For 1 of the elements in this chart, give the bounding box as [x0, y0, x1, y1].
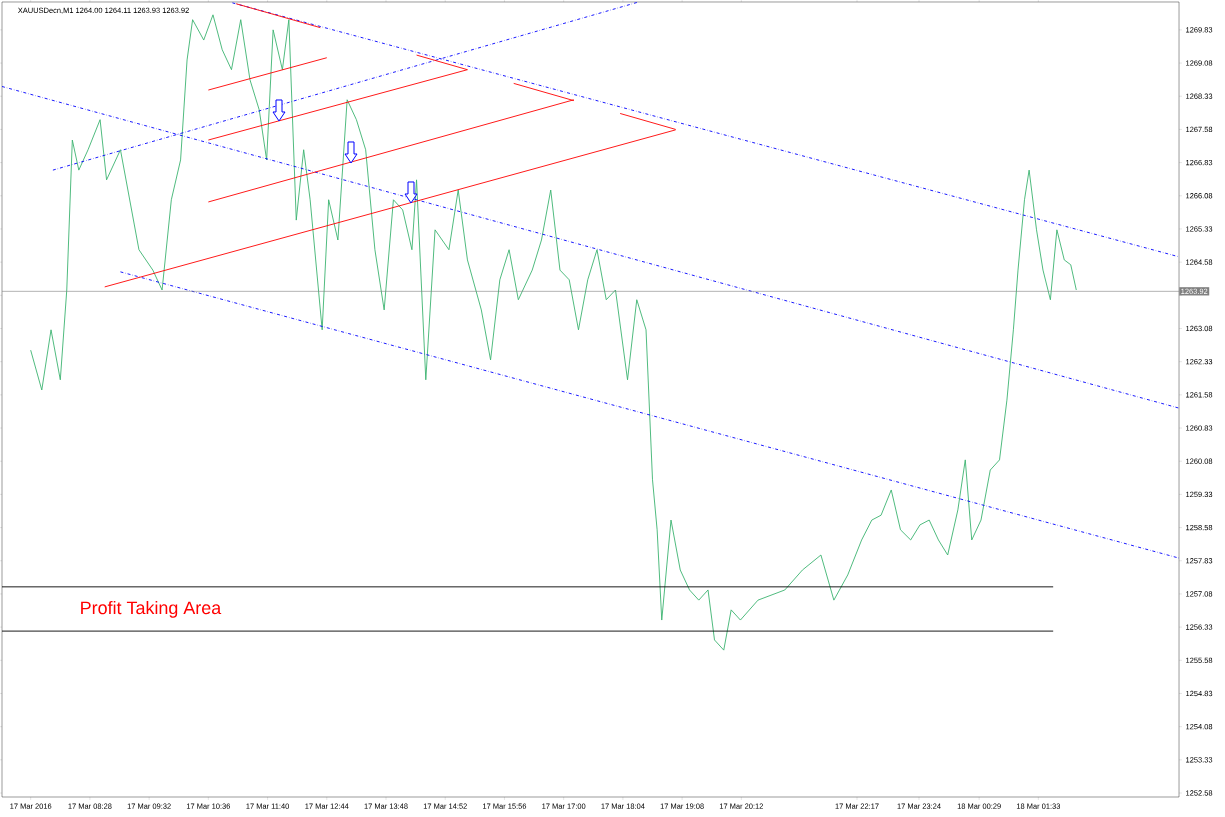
annotation: Profit Taking Area	[81, 601, 222, 618]
